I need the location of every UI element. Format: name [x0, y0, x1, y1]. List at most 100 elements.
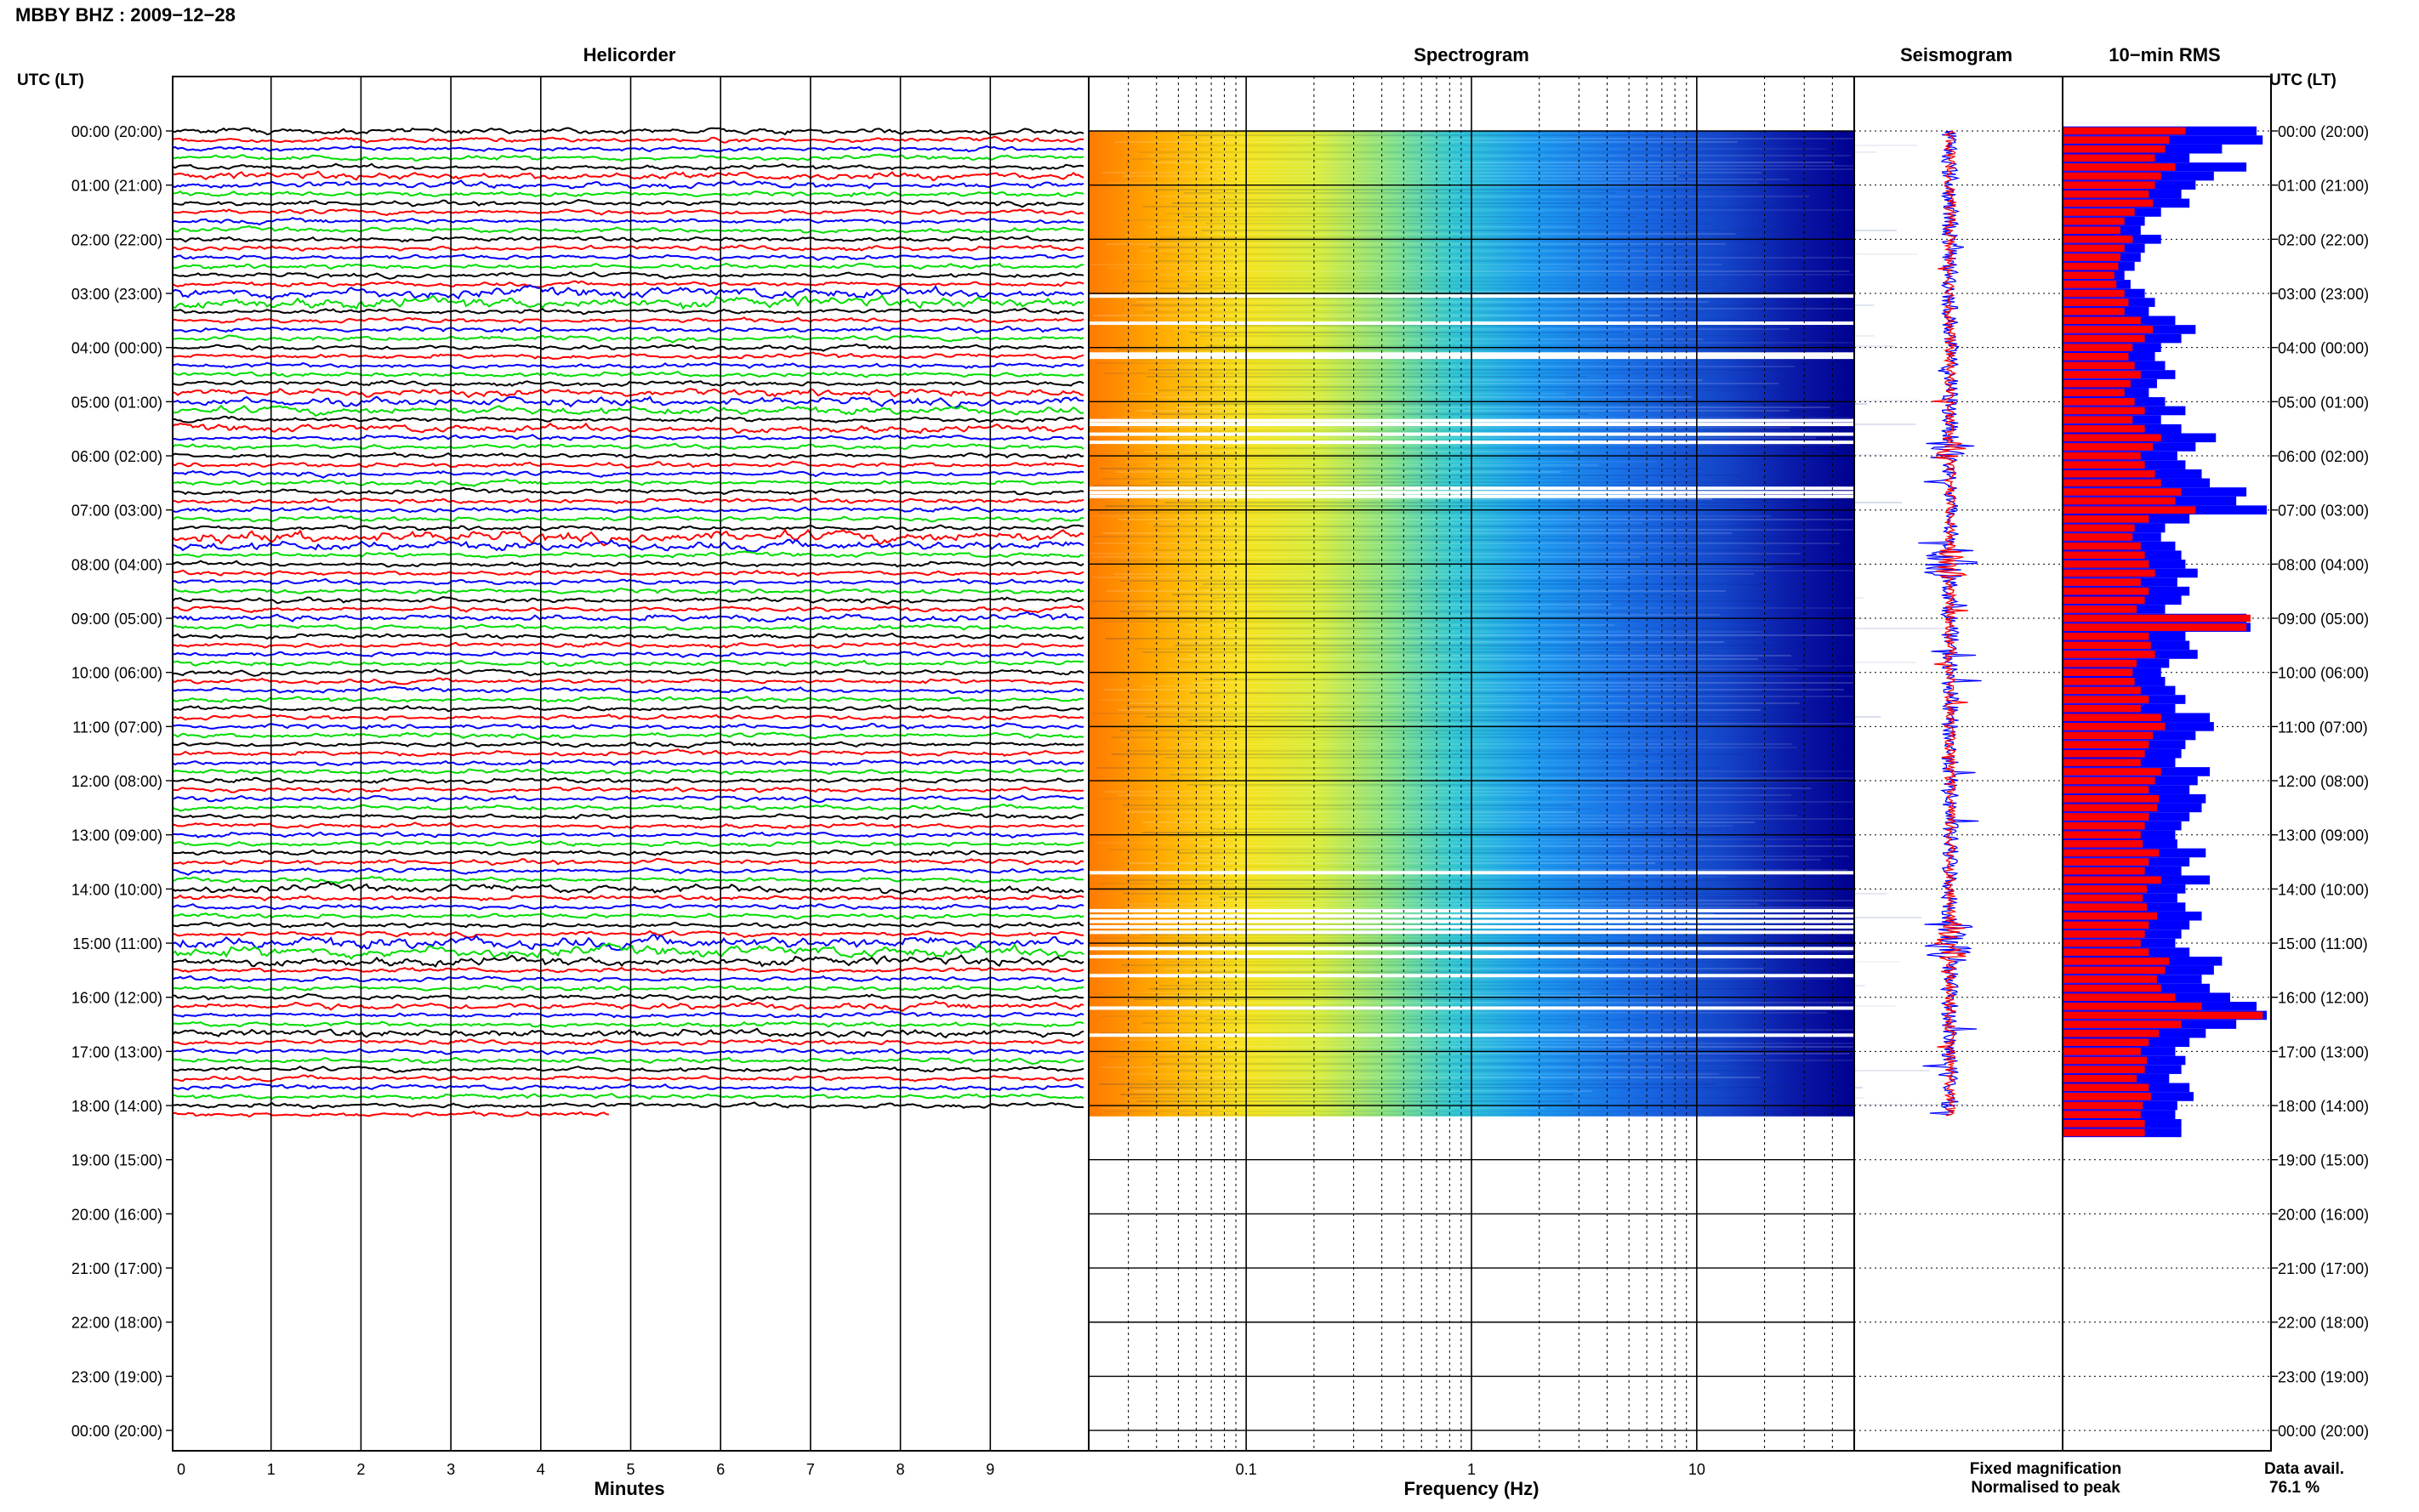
spectrogram-streak — [1217, 179, 1790, 180]
spectrogram-streak — [1176, 406, 1830, 408]
helicorder-trace — [173, 786, 1084, 794]
spectrogram-streak — [1118, 519, 1870, 520]
rms-bar-normalised — [2063, 776, 2155, 785]
helicorder-trace — [172, 262, 1084, 270]
spectrogram-streak — [1093, 536, 1845, 537]
rms-bar-normalised — [2063, 668, 2133, 677]
spectrogram-streak — [1153, 260, 1625, 262]
spectrogram-streak — [1153, 549, 1773, 551]
rms-bar-normalised — [2063, 704, 2141, 713]
spectrogram-streak — [1217, 978, 1837, 980]
spectrogram-streak — [1181, 291, 1700, 293]
spectrogram-streak — [1196, 403, 1868, 405]
time-tick-left: 16:00 (12:00) — [71, 990, 162, 1007]
spectrogram-streak — [1195, 475, 1741, 476]
time-tick-right: 11:00 (07:00) — [2278, 719, 2368, 736]
helicorder-trace — [172, 668, 1084, 677]
helicorder-trace — [172, 623, 1084, 631]
legend-normalised-to-peak: Normalised to peak — [1971, 1479, 2120, 1497]
spectrogram-streak — [1223, 628, 1954, 629]
helicorder-trace — [172, 776, 1084, 785]
rms-bar-normalised — [2063, 1111, 2141, 1118]
spectrogram-streak — [1105, 638, 1756, 639]
rms-bar-normalised — [2063, 696, 2149, 703]
spectrogram-streak — [1128, 992, 1591, 993]
helicorder-trace — [172, 1083, 1084, 1092]
spectrogram-streak — [1136, 410, 1790, 412]
rms-bar-normalised — [2063, 497, 2176, 505]
spectrogram-streak — [1101, 532, 1732, 534]
time-tick-left: 08:00 (04:00) — [71, 556, 162, 573]
spectrogram-streak — [1208, 886, 1712, 888]
time-tick-left: 14:00 (10:00) — [71, 881, 162, 898]
spectrogram-streak — [1094, 543, 1840, 544]
spectrogram-streak — [1130, 1073, 1720, 1075]
spectrogram-streak — [1196, 570, 1932, 571]
minute-tick: 5 — [626, 1461, 635, 1478]
spectrogram-streak — [1105, 1056, 1680, 1058]
spectrogram-streak — [1212, 342, 1910, 344]
spectrogram-streak — [1201, 138, 1879, 139]
helicorder-trace — [172, 1027, 1084, 1039]
spectrogram-streak — [1121, 964, 1656, 966]
spectrogram-streak — [1219, 1104, 1968, 1106]
spectrogram-streak — [1140, 250, 1649, 252]
rms-bar-normalised — [2063, 461, 2145, 469]
rms-bar-normalised — [2063, 506, 2196, 514]
helicorder-trace — [172, 528, 1084, 547]
spectrogram-streak — [1182, 770, 1914, 772]
helicorder-trace — [172, 361, 1084, 370]
minute-tick: 0 — [177, 1461, 185, 1478]
helicorder-trace — [172, 985, 1084, 992]
spectrogram-streak — [1167, 668, 1799, 670]
spectrogram-streak — [1201, 257, 1899, 259]
spectrogram-streak — [1168, 835, 1723, 837]
spectrogram-streak — [1136, 607, 1867, 609]
spectrogram-streak — [1090, 515, 1772, 517]
spectrogram-streak — [1192, 723, 1921, 725]
rms-bar-normalised — [2063, 226, 2120, 235]
spectrogram-streak — [1125, 461, 1658, 463]
time-tick-right: 12:00 (08:00) — [2278, 773, 2369, 790]
spectrogram-streak — [1100, 468, 1703, 469]
spectrogram-streak — [1158, 1053, 1850, 1054]
spectrogram-streak — [1147, 155, 1852, 156]
time-tick-right: 06:00 (02:00) — [2278, 448, 2369, 465]
rms-bar-normalised — [2063, 307, 2125, 315]
rms-bar-normalised — [2063, 794, 2160, 803]
spectrogram-streak — [1188, 801, 1904, 803]
spectrogram-streak — [1133, 1090, 1592, 1092]
helicorder-trace — [172, 145, 1084, 153]
helicorder-trace — [172, 821, 1084, 830]
helicorder-trace — [172, 875, 1084, 884]
rms-bar-normalised — [2063, 469, 2155, 478]
rms-bar-normalised — [2063, 569, 2155, 577]
rms-bar-normalised — [2063, 479, 2161, 487]
spectrogram-streak — [1204, 168, 1868, 170]
spectrogram-streak — [1157, 389, 1822, 391]
rms-bar-normalised — [2063, 281, 2117, 288]
spectrogram-streak — [1209, 277, 1756, 279]
spectrogram-streak — [1143, 311, 1705, 313]
rms-bar-normalised — [2063, 190, 2149, 198]
spectrogram-streak — [1210, 325, 1741, 327]
spectrogram-streak — [1143, 308, 1870, 310]
helicorder-trace — [172, 1020, 1084, 1028]
frequency-tick: 0.1 — [1236, 1461, 1257, 1478]
time-tick-right: 05:00 (01:00) — [2278, 394, 2369, 411]
helicorder-trace — [172, 1000, 1084, 1013]
helicorder-trace — [172, 651, 1084, 658]
minute-tick: 6 — [716, 1461, 725, 1478]
spectrogram-streak — [1091, 600, 1820, 602]
spectrogram-streak — [1148, 1080, 1630, 1082]
minute-tick: 2 — [356, 1461, 365, 1478]
rms-bar-normalised — [2063, 443, 2154, 451]
helicorder-trace — [172, 1074, 1084, 1083]
spectrogram-streak — [1196, 1077, 1761, 1078]
spectrogram-streak — [1207, 165, 1912, 167]
spectrogram-streak — [1130, 808, 1593, 810]
spectrogram-streak — [1204, 679, 1666, 680]
helicorder-trace — [172, 486, 1084, 496]
helicorder-trace — [172, 1092, 1084, 1100]
spectrogram-streak — [1147, 464, 1599, 466]
